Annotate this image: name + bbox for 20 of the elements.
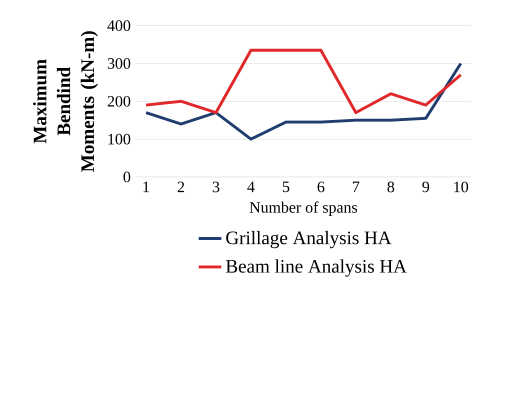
legend-label: Beam line Analysis HA <box>226 259 407 277</box>
x-tick-label: 8 <box>387 182 394 192</box>
line-series <box>144 62 462 141</box>
x-axis-title: Number of spans <box>250 201 358 216</box>
y-tick-label: 0 <box>124 172 130 182</box>
x-tick-label: 6 <box>318 182 324 192</box>
x-tick-label: 4 <box>247 182 255 192</box>
y-tick-label: 300 <box>108 58 130 69</box>
x-tick-label: 7 <box>352 182 360 192</box>
x-tick-label: 1 <box>143 182 150 192</box>
x-tick-label: 2 <box>178 182 184 192</box>
x-tick-label: 3 <box>212 182 220 192</box>
legend-label: Grillage Analysis HA <box>226 230 392 248</box>
x-tick-label: 5 <box>282 182 290 192</box>
y-tick-label: 200 <box>108 96 130 107</box>
y-tick-label: 400 <box>107 20 130 31</box>
y-tick-label: 100 <box>108 134 130 144</box>
x-tick-label: 10 <box>454 182 468 192</box>
y-axis-title: Maximum Bendind Moments (kN-m) <box>33 31 98 172</box>
x-tick-label: 9 <box>422 182 430 192</box>
